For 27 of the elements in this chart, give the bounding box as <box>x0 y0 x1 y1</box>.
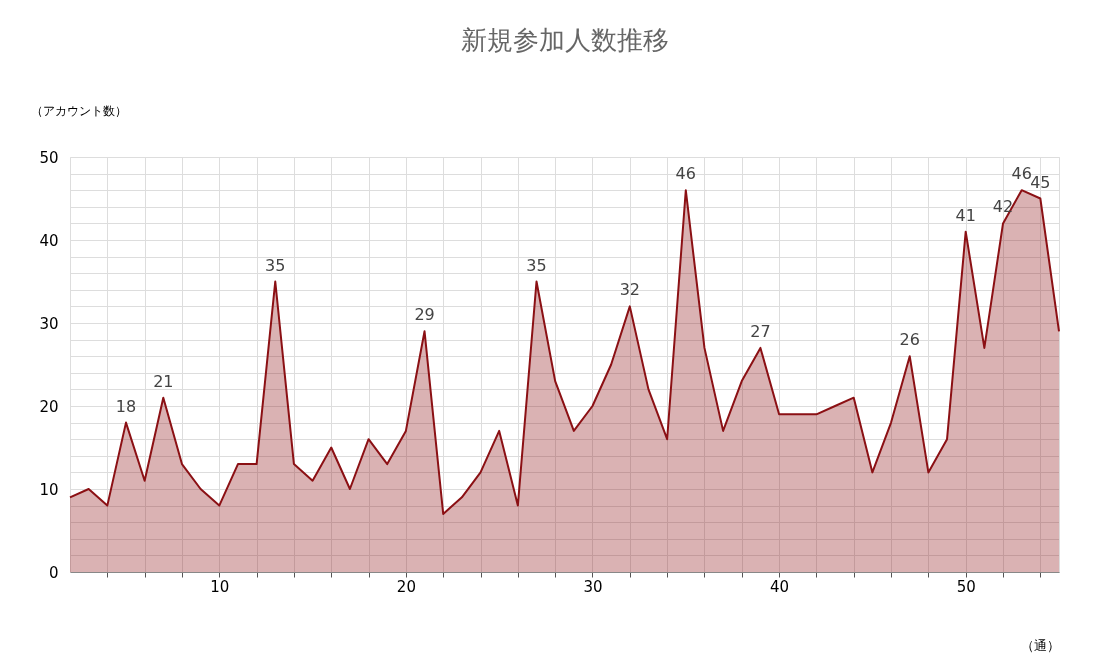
data-label: 27 <box>750 321 771 341</box>
data-label: 46 <box>675 164 696 184</box>
x-tick-label: 20 <box>396 577 416 596</box>
x-tick-label: 40 <box>770 577 790 596</box>
x-tick-label: 10 <box>210 577 230 596</box>
y-tick-label: 20 <box>39 397 59 416</box>
data-label: 42 <box>992 197 1014 217</box>
y-tick-label: 10 <box>39 480 59 499</box>
data-label: 21 <box>153 371 174 391</box>
y-tick-label: 50 <box>39 148 59 167</box>
data-label: 41 <box>955 205 976 225</box>
data-label: 35 <box>526 255 547 275</box>
x-tick-label: 30 <box>583 577 603 596</box>
data-label: 26 <box>899 330 920 350</box>
x-axis-title: （通） <box>1020 637 1060 653</box>
data-label: 32 <box>619 280 640 300</box>
data-label: 46 <box>1011 164 1032 184</box>
y-tick-label: 0 <box>48 563 59 582</box>
y-axis-title: （アカウント数） <box>30 103 127 118</box>
data-label: 29 <box>414 305 435 325</box>
data-label: 45 <box>1030 172 1051 192</box>
x-tick-label: 50 <box>956 577 976 596</box>
y-tick-label: 40 <box>39 231 59 250</box>
chart-title: 新規参加人数推移 <box>460 25 669 55</box>
data-label: 35 <box>265 255 286 275</box>
y-tick-label: 30 <box>39 314 59 333</box>
data-label: 18 <box>115 396 137 416</box>
